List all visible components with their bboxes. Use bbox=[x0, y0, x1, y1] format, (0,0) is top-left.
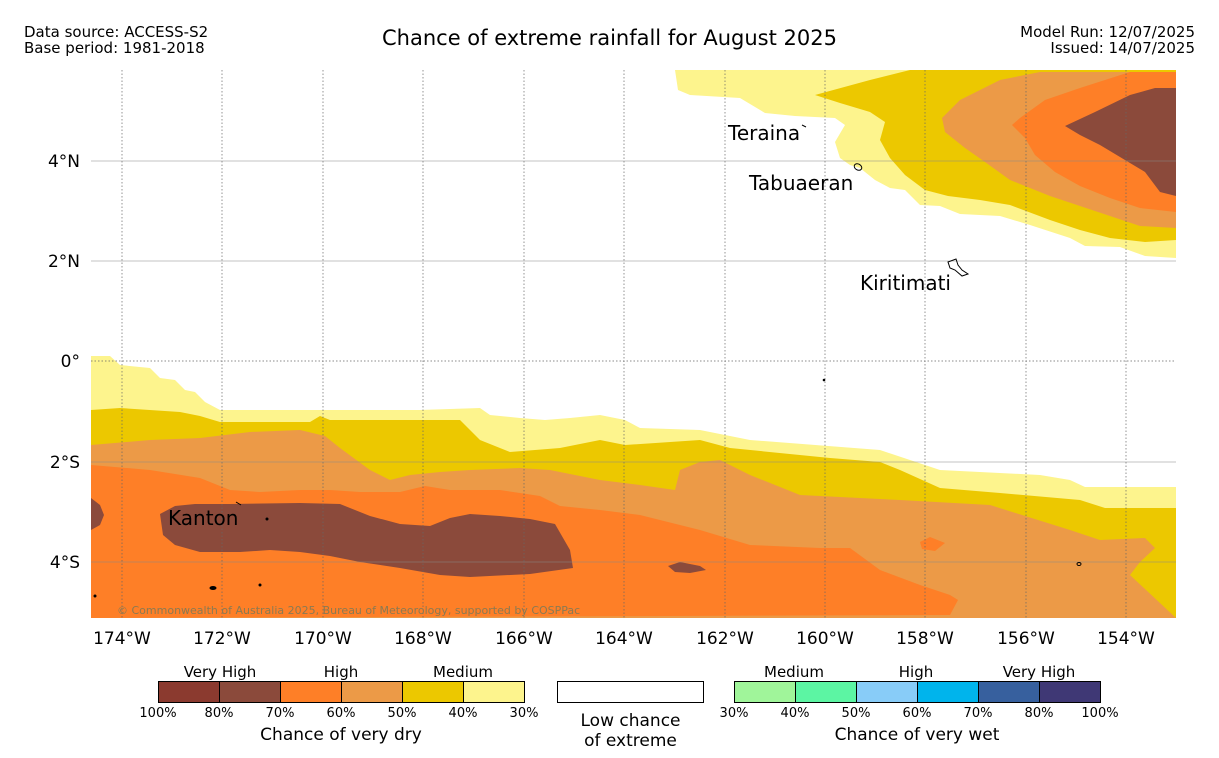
legend-wet-tick: 100% bbox=[1081, 706, 1119, 721]
legend-wet-tick: 70% bbox=[963, 706, 993, 721]
island-kiritimati bbox=[947, 258, 970, 277]
lon-label: 174°W bbox=[93, 629, 151, 649]
place-label-teraina: Teraina bbox=[727, 121, 800, 145]
lon-label: 154°W bbox=[1097, 629, 1155, 649]
south-zone-70-100 bbox=[160, 503, 573, 577]
copyright-notice: © Commonwealth of Australia 2025, Bureau… bbox=[117, 604, 580, 617]
legend-dry-tick: 40% bbox=[448, 706, 478, 721]
model-run-info: Model Run: 12/07/2025 Issued: 14/07/2025 bbox=[1020, 24, 1195, 56]
legend-wet-title: Chance of very wet bbox=[834, 725, 1000, 745]
longitude-labels: 174°W 172°W 170°W 168°W 166°W 164°W 162°… bbox=[93, 629, 1155, 649]
legend-dry-tick: 50% bbox=[387, 706, 417, 721]
latitude-labels: 4°N 2°N 0° 2°S 4°S bbox=[48, 152, 80, 573]
legend-wet-group-medium: Medium bbox=[764, 663, 824, 681]
lat-label: 4°N bbox=[48, 152, 80, 172]
swatch-wet-30-40 bbox=[734, 681, 796, 703]
swatch-wet-40-50 bbox=[795, 681, 857, 703]
legend-dry-tick: 100% bbox=[139, 706, 177, 721]
legend-wet-tick: 60% bbox=[902, 706, 932, 721]
legend-wet-tick: 50% bbox=[841, 706, 871, 721]
lon-label: 166°W bbox=[495, 629, 553, 649]
lon-label: 156°W bbox=[997, 629, 1055, 649]
legend-dry-group-very-high: Very High bbox=[183, 663, 257, 681]
legend-wet-tick: 40% bbox=[780, 706, 810, 721]
legend-wet-tick: 80% bbox=[1024, 706, 1054, 721]
north-zone-70-100 bbox=[1065, 88, 1176, 196]
legend-dry-tick: 60% bbox=[326, 706, 356, 721]
legend-dry-tick: 70% bbox=[265, 706, 295, 721]
lat-label: 2°S bbox=[50, 453, 80, 473]
model-run-label: Model Run: 12/07/2025 bbox=[1020, 23, 1195, 41]
swatch-low-chance bbox=[557, 681, 704, 703]
lat-label: 0° bbox=[61, 352, 80, 372]
map-title: Chance of extreme rainfall for August 20… bbox=[382, 26, 837, 50]
swatch-wet-50-60 bbox=[856, 681, 918, 703]
place-label-kiritimati: Kiritimati bbox=[860, 271, 951, 295]
legend-dry-group-medium: Medium bbox=[433, 663, 493, 681]
island-teraina bbox=[801, 124, 807, 128]
lon-label: 162°W bbox=[696, 629, 754, 649]
south-dry-region bbox=[91, 356, 1176, 618]
legend-dry-tick: 80% bbox=[204, 706, 234, 721]
base-period-label: Base period: 1981-2018 bbox=[24, 39, 205, 57]
place-label-kanton: Kanton bbox=[168, 506, 238, 530]
swatch-dry-40-30 bbox=[463, 681, 525, 703]
data-source-label: Data source: ACCESS-S2 bbox=[24, 23, 209, 41]
south-zone-70-100-west bbox=[91, 498, 104, 530]
south-zone-60-70-blob bbox=[920, 537, 945, 551]
island-kanton bbox=[235, 501, 242, 506]
south-zone-70-100-small bbox=[668, 562, 706, 573]
lon-label: 172°W bbox=[193, 629, 251, 649]
legend-low-chance-label: Low chance of extreme bbox=[557, 711, 704, 751]
legend-low-line1: Low chance bbox=[580, 711, 681, 731]
lon-label: 160°W bbox=[796, 629, 854, 649]
swatch-wet-60-70 bbox=[917, 681, 979, 703]
lon-label: 164°W bbox=[595, 629, 653, 649]
island-tabuaeran bbox=[853, 163, 863, 171]
north-dry-region bbox=[675, 70, 1176, 258]
swatch-dry-80-70 bbox=[219, 681, 281, 703]
lon-label: 168°W bbox=[394, 629, 452, 649]
place-label-tabuaeran: Tabuaeran bbox=[748, 171, 853, 195]
lon-label: 170°W bbox=[294, 629, 352, 649]
swatch-dry-100-80 bbox=[158, 681, 220, 703]
swatch-dry-70-60 bbox=[280, 681, 342, 703]
issued-label: Issued: 14/07/2025 bbox=[1050, 39, 1195, 57]
swatch-dry-60-50 bbox=[341, 681, 403, 703]
lon-label: 158°W bbox=[896, 629, 954, 649]
islands bbox=[93, 124, 1082, 598]
legend-wet-tick: 30% bbox=[719, 706, 749, 721]
swatch-wet-70-80 bbox=[978, 681, 1040, 703]
legend-wet-group-high: High bbox=[898, 663, 934, 681]
legend-wet-group-very-high: Very High bbox=[1002, 663, 1076, 681]
lat-label: 4°S bbox=[50, 553, 80, 573]
data-source-info: Data source: ACCESS-S2 Base period: 1981… bbox=[24, 24, 208, 56]
swatch-wet-80-100 bbox=[1039, 681, 1101, 703]
lat-label: 2°N bbox=[48, 252, 80, 272]
legend-dry-group-high: High bbox=[323, 663, 359, 681]
swatch-dry-50-40 bbox=[402, 681, 464, 703]
legend-low-line2: of extreme bbox=[584, 731, 677, 751]
legend-dry-tick: 30% bbox=[509, 706, 539, 721]
graticule bbox=[91, 70, 1176, 618]
legend-dry-title: Chance of very dry bbox=[260, 725, 422, 745]
